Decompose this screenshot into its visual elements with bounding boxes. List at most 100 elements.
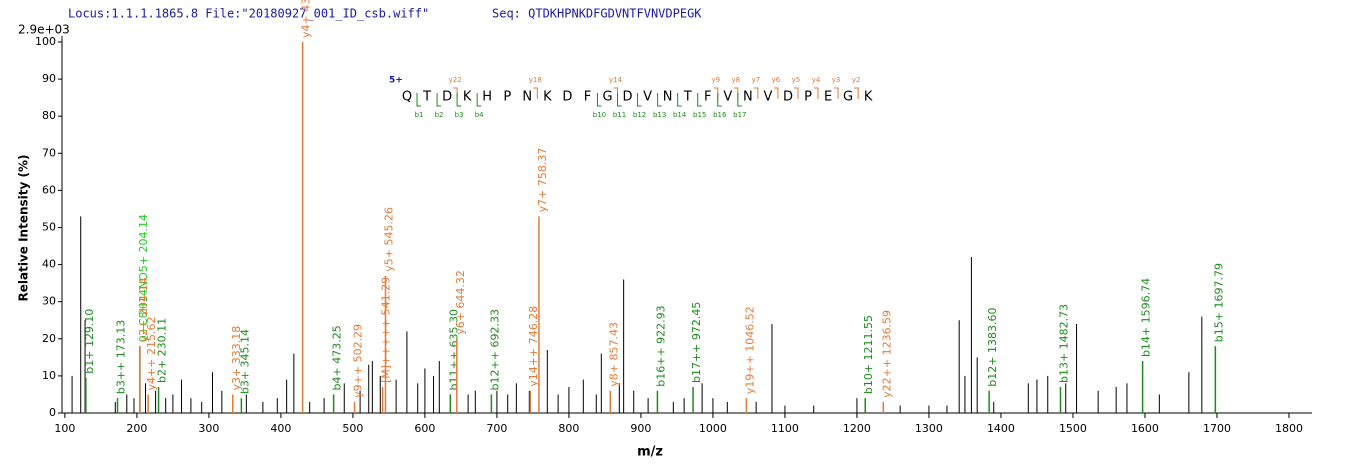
residue: N: [522, 90, 532, 105]
y-ion: y4: [812, 76, 821, 84]
residue: P: [804, 90, 812, 105]
x-tick-label: 200: [126, 422, 147, 435]
b-ion: b3: [455, 111, 464, 119]
peak-label: b16++ 922.93: [654, 305, 667, 386]
b-bracket: [717, 93, 722, 107]
b-bracket: [697, 93, 702, 107]
peak-label: y3+ 333.18: [230, 326, 243, 391]
x-tick-label: 1300: [915, 422, 943, 435]
b-bracket: [596, 93, 602, 107]
peak-label: b3+ 345.14: [238, 329, 251, 394]
y-tick-label: 50: [42, 221, 56, 234]
residue: V: [643, 90, 652, 105]
residue: D: [562, 90, 572, 105]
x-tick-label: 300: [198, 422, 219, 435]
b-ion: b1: [415, 111, 424, 119]
x-tick-label: 1600: [1131, 422, 1159, 435]
y-ion: y5: [792, 76, 801, 84]
y-tick-label: 0: [49, 406, 56, 419]
b-ion: b15: [693, 111, 706, 119]
peak-label: y6+ 644.32: [454, 270, 467, 335]
y-tick-label: 40: [42, 258, 56, 271]
x-tick-label: 1100: [771, 422, 799, 435]
peak-label: y4++ 215.62: [145, 317, 158, 391]
x-tick-label: 800: [558, 422, 579, 435]
y-tick-label: 90: [42, 72, 56, 85]
peak-label: b12++ 692.33: [488, 309, 501, 390]
b-bracket: [456, 93, 462, 107]
residue: D: [442, 90, 452, 105]
y-ion: y3: [832, 76, 841, 84]
x-tick-label: 400: [270, 422, 291, 435]
y-tick-label: 10: [42, 369, 56, 382]
y-tick-label: 80: [42, 109, 56, 122]
b-ion: b13: [653, 111, 666, 119]
b-bracket: [617, 93, 622, 107]
y-ion: y6: [772, 76, 781, 84]
residue: H: [482, 90, 492, 105]
x-tick-label: 1800: [1275, 422, 1303, 435]
residue: T: [422, 90, 431, 105]
residue: K: [543, 90, 552, 105]
y-tick-label: 30: [42, 295, 56, 308]
y-bracket: [733, 87, 739, 99]
peak-label: b1+ 129.10: [83, 309, 96, 374]
x-tick-label: 600: [414, 422, 435, 435]
y-tick-label: 100: [35, 35, 56, 48]
residue: G: [602, 90, 612, 105]
peak-label: b12+ 1383.60: [986, 308, 999, 387]
x-tick-label: 1400: [987, 422, 1015, 435]
b-bracket: [416, 93, 422, 107]
x-tick-label: 1500: [1059, 422, 1087, 435]
b-bracket: [737, 93, 742, 107]
y-bracket: [753, 87, 759, 99]
x-axis-label: m/z: [637, 445, 663, 460]
residue: D: [623, 90, 633, 105]
b-ion: b14: [673, 111, 687, 119]
x-tick-label: 100: [54, 422, 75, 435]
residue: T: [683, 90, 692, 105]
residue: V: [723, 90, 732, 105]
peak-label: y2+ 204.14: [137, 278, 150, 343]
scale-label: 2.9e+03: [18, 23, 70, 37]
b-ion: b11: [613, 111, 626, 119]
peak-label: b13+ 1482.73: [1058, 304, 1071, 383]
x-tick-label: 700: [486, 422, 507, 435]
b-ion: b12: [633, 111, 646, 119]
y-bracket: [453, 87, 458, 99]
y-ion: y7: [752, 76, 761, 84]
peak-label: 0+C8H14NO5+ 204.14: [137, 214, 150, 342]
peak-label: b14+ 1596.74: [1140, 278, 1153, 357]
peak-label: y8+ 857.43: [607, 322, 620, 387]
y-ion: y2: [852, 76, 861, 84]
charge: 5+: [389, 76, 403, 86]
peak-label: y5+ 545.26: [382, 207, 395, 272]
residue: D: [783, 90, 793, 105]
b-ion: b16: [713, 111, 727, 119]
header-locus: Locus:1.1.1.1865.8 File:"20180927_001_ID…: [68, 7, 429, 21]
y-bracket: [613, 87, 619, 99]
peak-label: b15+ 1697.79: [1212, 263, 1225, 342]
y-bracket: [793, 87, 799, 99]
b-ion: b17: [733, 111, 746, 119]
y-bracket: [713, 87, 719, 99]
x-tick-label: 900: [630, 422, 651, 435]
y-ion: y14: [609, 76, 623, 84]
y-ion: y22: [449, 76, 462, 84]
residue: K: [864, 90, 873, 105]
x-tick-label: 500: [342, 422, 363, 435]
residue: K: [463, 90, 472, 105]
y-bracket: [854, 87, 859, 99]
residue: V: [763, 90, 772, 105]
y-bracket: [814, 87, 819, 99]
residue: N: [663, 90, 673, 105]
peak-label: b4+ 473.25: [331, 325, 344, 390]
peak-label: y22++ 1236.59: [880, 310, 893, 398]
peak-label: b2+ 230.11: [156, 318, 169, 383]
y-tick-label: 20: [42, 332, 56, 345]
residue: F: [704, 90, 711, 105]
peak-label: y9++ 502.29: [352, 324, 365, 398]
residue: F: [584, 90, 591, 105]
x-tick-label: 1000: [699, 422, 727, 435]
